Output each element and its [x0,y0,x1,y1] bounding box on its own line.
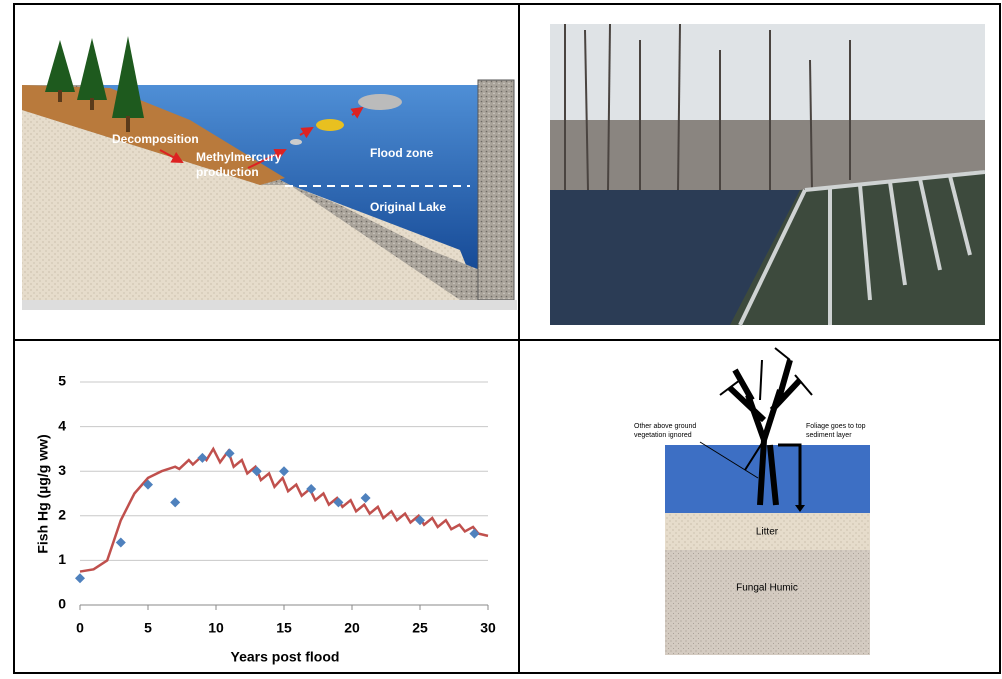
figure: Decomposition Methylmercury production F… [0,0,1002,674]
soil-diagram: Other above ground vegetation ignored Fo… [634,348,870,655]
reservoir-photo [550,24,985,325]
data-point [197,453,207,463]
layer-label: Litter [756,527,779,538]
diagram-label: production [196,165,259,179]
data-point [469,529,479,539]
diagram-label: Flood zone [370,146,434,160]
diagram-label: Foliage goes to top [806,423,866,430]
diagram-label: Decomposition [112,132,199,146]
y-tick-label: 2 [58,507,66,523]
x-tick-label: 0 [76,620,84,636]
chart: Years post flood Fish Hg (µg/g ww) 0 1 2 3 4… [35,373,496,665]
x-axis-label: Years post flood [231,649,340,665]
x-tick-label: 25 [412,620,428,636]
diagram-label: Other above ground [634,423,696,430]
y-tick-label: 5 [58,373,66,389]
data-point [170,497,180,507]
diagram-label: sediment layer [806,432,852,439]
data-point [361,493,371,503]
data-point [279,466,289,476]
layer-label: Fungal Humic [736,583,798,594]
y-tick-label: 4 [58,417,66,433]
x-tick-label: 5 [144,620,152,636]
diagram-label: Methylmercury [196,150,282,164]
data-point [306,484,316,494]
data-point [116,538,126,548]
y-axis-label: Fish Hg (µg/g ww) [35,434,51,553]
y-tick-label: 3 [58,462,66,478]
x-tick-label: 30 [480,620,496,636]
y-tick-label: 1 [58,551,66,567]
diagram-label: Original Lake [370,200,446,214]
data-point [225,448,235,458]
x-tick-label: 15 [276,620,292,636]
data-point [75,573,85,583]
y-tick-label: 0 [58,596,66,612]
x-tick-label: 10 [208,620,224,636]
diagram-label: vegetation ignored [634,432,692,439]
flood-diagram: Decomposition Methylmercury production F… [22,36,517,310]
x-tick-label: 20 [344,620,360,636]
